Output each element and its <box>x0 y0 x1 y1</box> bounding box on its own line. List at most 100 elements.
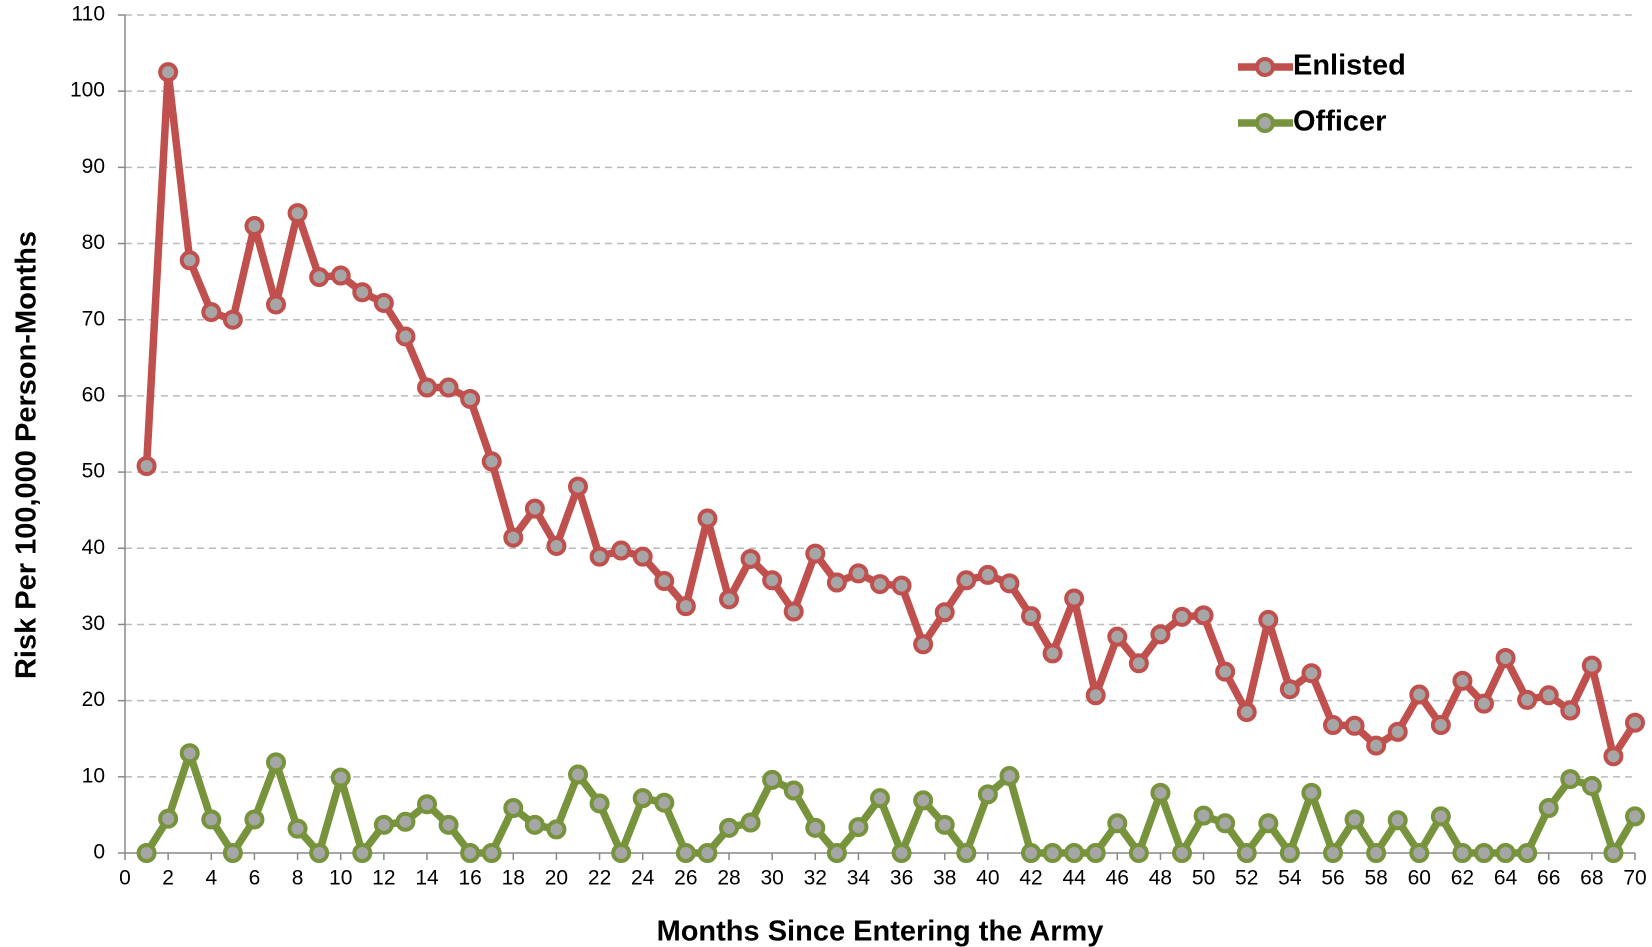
x-tick-label: 46 <box>1106 867 1129 890</box>
x-tick-label: 28 <box>717 867 740 890</box>
data-point <box>1495 647 1516 668</box>
data-point <box>1430 715 1451 736</box>
data-point <box>330 265 351 286</box>
data-point <box>891 575 912 596</box>
data-point <box>1107 813 1128 834</box>
legend-label: Enlisted <box>1293 50 1406 82</box>
y-tick-label: 60 <box>82 383 105 406</box>
y-tick-label: 90 <box>82 155 105 178</box>
data-point <box>848 563 869 584</box>
data-point <box>438 814 459 835</box>
data-point <box>977 564 998 585</box>
data-point <box>524 498 545 519</box>
x-tick-label: 22 <box>588 867 611 890</box>
y-axis-title: Risk Per 100,000 Person-Months <box>11 231 43 679</box>
data-point <box>934 814 955 835</box>
data-point <box>1215 661 1236 682</box>
x-tick-label: 34 <box>847 867 871 890</box>
data-point <box>179 250 200 271</box>
data-point <box>589 546 610 567</box>
data-point <box>1344 809 1365 830</box>
x-tick-label: 4 <box>205 867 217 890</box>
data-point <box>870 788 890 809</box>
data-point <box>1474 693 1494 714</box>
data-point <box>1603 746 1624 767</box>
data-point <box>1581 775 1602 796</box>
x-tick-label: 54 <box>1278 867 1302 890</box>
legend-marker <box>1255 57 1275 77</box>
data-point <box>1085 685 1106 706</box>
x-tick-label: 14 <box>415 867 439 890</box>
data-point <box>783 601 804 622</box>
data-point <box>1042 643 1063 664</box>
data-point <box>1409 684 1430 705</box>
data-point <box>395 811 416 832</box>
y-tick-label: 10 <box>82 764 105 787</box>
data-point <box>740 548 761 569</box>
data-point <box>1193 805 1214 826</box>
x-tick-label: 66 <box>1537 867 1560 890</box>
data-point <box>158 62 179 83</box>
data-point <box>654 571 675 592</box>
data-point <box>999 766 1020 787</box>
data-point <box>309 843 330 863</box>
y-tick-label: 100 <box>70 79 105 102</box>
data-point <box>352 843 373 863</box>
x-axis-title: Months Since Entering the Army <box>657 916 1104 947</box>
data-point <box>158 808 179 829</box>
data-point <box>654 792 675 813</box>
data-point <box>503 527 524 548</box>
x-tick-label: 40 <box>976 867 999 890</box>
x-tick-label: 32 <box>804 867 827 890</box>
x-tick-label: 70 <box>1623 867 1646 890</box>
data-point <box>1085 843 1106 863</box>
data-point <box>870 574 890 595</box>
data-point <box>956 570 977 591</box>
x-tick-label: 18 <box>502 867 525 890</box>
data-point <box>1560 700 1581 721</box>
data-point <box>805 817 826 838</box>
x-tick-label: 38 <box>933 867 956 890</box>
data-point <box>719 817 739 838</box>
x-tick-label: 24 <box>631 867 655 890</box>
data-point <box>244 216 265 237</box>
data-point <box>1603 843 1624 863</box>
y-tick-label: 0 <box>93 841 105 864</box>
data-point <box>568 764 588 785</box>
series-line <box>142 68 1639 760</box>
y-tick-label: 80 <box>82 231 105 254</box>
data-point <box>1236 702 1257 723</box>
x-tick-label: 2 <box>162 867 174 890</box>
data-point <box>481 451 502 472</box>
data-point <box>460 843 481 863</box>
data-point <box>1625 806 1645 827</box>
data-point <box>675 843 696 863</box>
data-point <box>1042 843 1063 863</box>
x-tick-label: 6 <box>249 867 261 890</box>
data-point <box>956 843 977 863</box>
x-tick-label: 60 <box>1408 867 1431 890</box>
y-tick-label: 110 <box>72 3 105 26</box>
data-point <box>524 814 545 835</box>
data-point <box>675 596 696 617</box>
data-point <box>977 784 998 805</box>
legend-marker <box>1255 113 1275 133</box>
data-point <box>1430 806 1451 827</box>
x-tick-label: 64 <box>1494 867 1518 890</box>
data-point <box>1128 843 1149 863</box>
data-point <box>1323 715 1343 736</box>
data-point <box>1301 663 1322 684</box>
data-point <box>740 812 761 833</box>
x-tick-label: 20 <box>545 867 568 890</box>
x-tick-label: 62 <box>1451 867 1474 890</box>
data-point <box>395 326 416 347</box>
data-point <box>1517 843 1538 863</box>
data-point <box>1258 813 1279 834</box>
data-point <box>1538 685 1559 706</box>
data-point <box>1301 782 1322 803</box>
x-tick-label: 30 <box>760 867 783 890</box>
x-tick-label: 68 <box>1580 867 1603 890</box>
data-point <box>762 769 783 790</box>
data-point <box>891 843 912 863</box>
